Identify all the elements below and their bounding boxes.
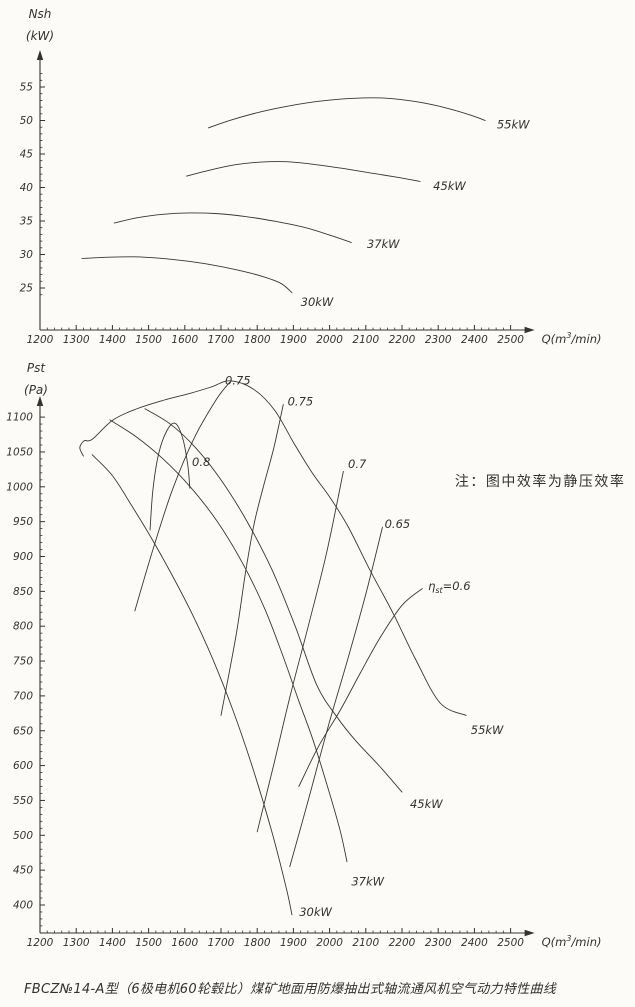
- y-tick-label: 25: [20, 283, 34, 295]
- x-tick-label: 2000: [316, 937, 343, 949]
- curve-label: 45kW: [410, 797, 443, 811]
- series-55kW: [207, 97, 486, 129]
- curve-label: 0.7: [348, 457, 367, 471]
- curve-label: 55kW: [471, 723, 504, 737]
- x-axis-title: Q(m3/min): [542, 934, 602, 949]
- curve-label: 45kW: [433, 179, 466, 193]
- chart-note: 注：图中效率为静压效率: [455, 473, 626, 490]
- x-axis-title: Q(m3/min): [542, 331, 602, 346]
- x-tick-label: 1200: [27, 334, 54, 346]
- y-tick-label: 600: [13, 760, 33, 772]
- efficiency-line: [289, 526, 383, 868]
- y-tick-label: 450: [13, 865, 33, 877]
- y-tick-label: 1100: [6, 412, 33, 424]
- x-tick-label: 2500: [497, 937, 524, 949]
- efficiency-line: [256, 471, 344, 833]
- x-tick-label: 1400: [99, 334, 126, 346]
- efficiency-line: [220, 404, 284, 716]
- y-axis-title: (kW): [26, 29, 54, 43]
- curve-label: 0.75: [288, 394, 314, 408]
- x-tick-label: 1800: [244, 937, 271, 949]
- y-axis-title: Nsh: [29, 7, 52, 21]
- x-axis-arrow-icon: [524, 929, 535, 937]
- y-axis-title: (Pa): [24, 383, 48, 397]
- y-tick-label: 750: [13, 656, 33, 668]
- x-tick-label: 2000: [316, 334, 343, 346]
- curve-label: 30kW: [301, 295, 334, 309]
- x-tick-label: 2300: [425, 937, 452, 949]
- x-tick-label: 1800: [244, 334, 271, 346]
- x-tick-label: 2400: [461, 937, 488, 949]
- curve-label: 55kW: [497, 118, 530, 132]
- x-tick-label: 2200: [389, 937, 416, 949]
- efficiency-line: [134, 381, 231, 612]
- y-tick-label: 850: [13, 586, 33, 598]
- y-tick-label: 35: [20, 216, 34, 228]
- x-tick-label: 1500: [135, 937, 162, 949]
- curve-label: 37kW: [367, 237, 400, 251]
- series-55kW: [79, 380, 467, 716]
- x-tick-label: 1600: [171, 937, 198, 949]
- x-tick-label: 2100: [352, 334, 379, 346]
- x-tick-label: 2100: [352, 937, 379, 949]
- x-tick-label: 1900: [280, 937, 307, 949]
- x-tick-label: 1700: [208, 937, 235, 949]
- curve-label: 0.65: [385, 517, 411, 531]
- x-tick-label: 1200: [27, 937, 54, 949]
- x-tick-label: 1300: [63, 937, 90, 949]
- y-tick-label: 950: [13, 516, 33, 528]
- efficiency-line: [149, 422, 191, 531]
- x-tick-label: 1400: [99, 937, 126, 949]
- curve-label: 0.8: [192, 455, 210, 469]
- y-tick-label: 55: [20, 82, 34, 94]
- x-tick-label: 2200: [389, 334, 416, 346]
- curve-label: 37kW: [351, 874, 384, 888]
- y-tick-label: 45: [20, 149, 34, 161]
- y-tick-label: 550: [13, 795, 33, 807]
- y-tick-label: 400: [13, 900, 33, 912]
- series-30kW: [81, 256, 293, 294]
- shaft-power-chart-canvas: 1200 1300 1400 1500 1600 1700 1800 1900 2000 2100…: [20, 7, 602, 346]
- static-pressure-plot: 1200 1300 1400 1500 1600 1700 1800 1900 2000 2100…: [6, 361, 626, 949]
- y-tick-label: 1000: [6, 481, 33, 493]
- x-tick-label: 2300: [425, 334, 452, 346]
- x-tick-label: 1700: [208, 334, 235, 346]
- y-tick-label: 650: [13, 725, 33, 737]
- series-45kW: [186, 161, 421, 182]
- y-tick-label: 700: [13, 690, 33, 702]
- x-tick-label: 2400: [461, 334, 488, 346]
- y-axis-arrow-icon: [36, 396, 44, 406]
- y-tick-label: 40: [20, 182, 34, 194]
- series-30kW: [91, 454, 293, 916]
- y-axis-arrow-icon: [36, 50, 44, 60]
- x-tick-label: 1900: [280, 334, 307, 346]
- static-pressure-chart-canvas: 1200 1300 1400 1500 1600 1700 1800 1900 2000 2100…: [6, 361, 626, 949]
- static-pressure-chart: 1200 1300 1400 1500 1600 1700 1800 1900 2000 2100…: [0, 356, 635, 982]
- x-tick-label: 2500: [497, 334, 524, 346]
- figure-caption: FBCZ№14-A型（6极电机60轮毂比）煤矿地面用防爆抽出式轴流通风机空气动力…: [24, 982, 557, 997]
- y-axis-title: Pst: [27, 361, 46, 375]
- x-tick-label: 1300: [63, 334, 90, 346]
- x-tick-label: 1500: [135, 334, 162, 346]
- shaft-power-chart: 1200 1300 1400 1500 1600 1700 1800 1900 2000 2100…: [0, 0, 635, 360]
- efficiency-line: [298, 588, 423, 787]
- series-37kW: [113, 212, 352, 243]
- curve-label: ηst=0.6: [428, 579, 471, 595]
- y-tick-label: 500: [13, 830, 33, 842]
- curve-label: 30kW: [299, 905, 332, 919]
- y-tick-label: 900: [13, 551, 33, 563]
- x-tick-label: 1600: [171, 334, 198, 346]
- y-tick-label: 50: [20, 115, 34, 127]
- series-37kW: [109, 419, 348, 863]
- x-axis-arrow-icon: [524, 326, 535, 334]
- shaft-power-plot: 1200 1300 1400 1500 1600 1700 1800 1900 2000 2100…: [20, 7, 602, 346]
- y-tick-label: 30: [20, 249, 34, 261]
- curve-label: 0.75: [225, 373, 251, 387]
- y-tick-label: 800: [13, 621, 33, 633]
- series-45kW: [144, 408, 403, 793]
- y-tick-label: 1050: [6, 446, 33, 458]
